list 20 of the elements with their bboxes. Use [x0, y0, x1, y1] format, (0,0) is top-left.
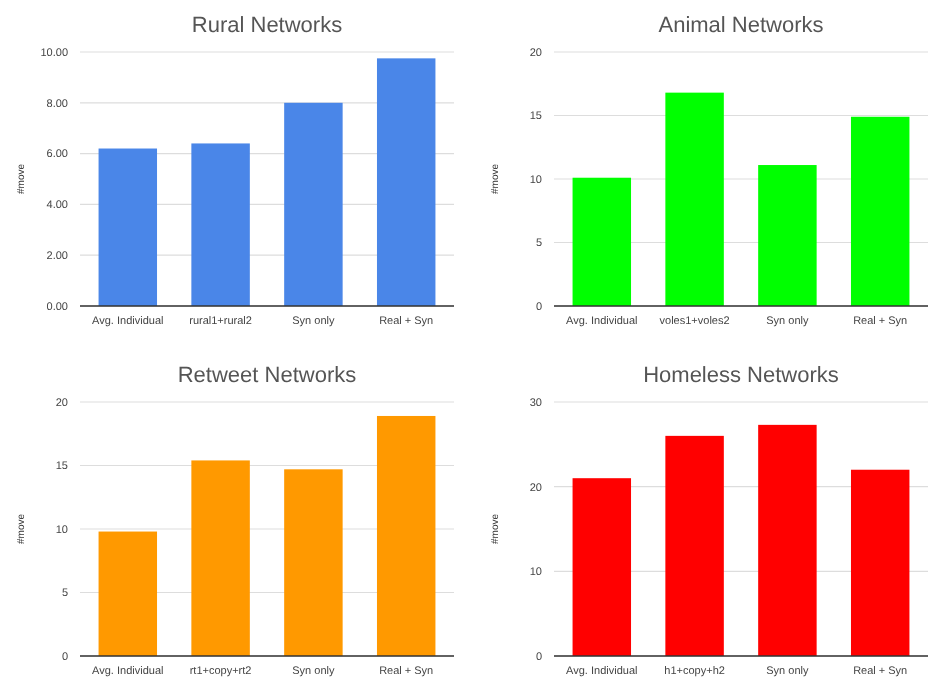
bar: [191, 460, 250, 656]
bar: [850, 469, 910, 656]
bar: [665, 92, 724, 306]
bar: [665, 435, 724, 656]
bar: [284, 102, 343, 306]
bar: [191, 143, 250, 306]
bar: [758, 165, 817, 306]
chart-title: Retweet Networks: [177, 364, 358, 388]
bar: [98, 148, 158, 306]
bar: [572, 177, 632, 306]
bar: [572, 478, 632, 656]
chart-title: Homeless Networks: [643, 364, 840, 388]
bar: [376, 58, 436, 306]
bar: [98, 531, 158, 656]
bar: [284, 469, 343, 656]
bar: [758, 424, 817, 656]
bar: [376, 415, 436, 656]
chart-title: Rural Networks: [191, 14, 344, 38]
bar: [850, 116, 910, 306]
chart-title: Animal Networks: [658, 14, 825, 38]
